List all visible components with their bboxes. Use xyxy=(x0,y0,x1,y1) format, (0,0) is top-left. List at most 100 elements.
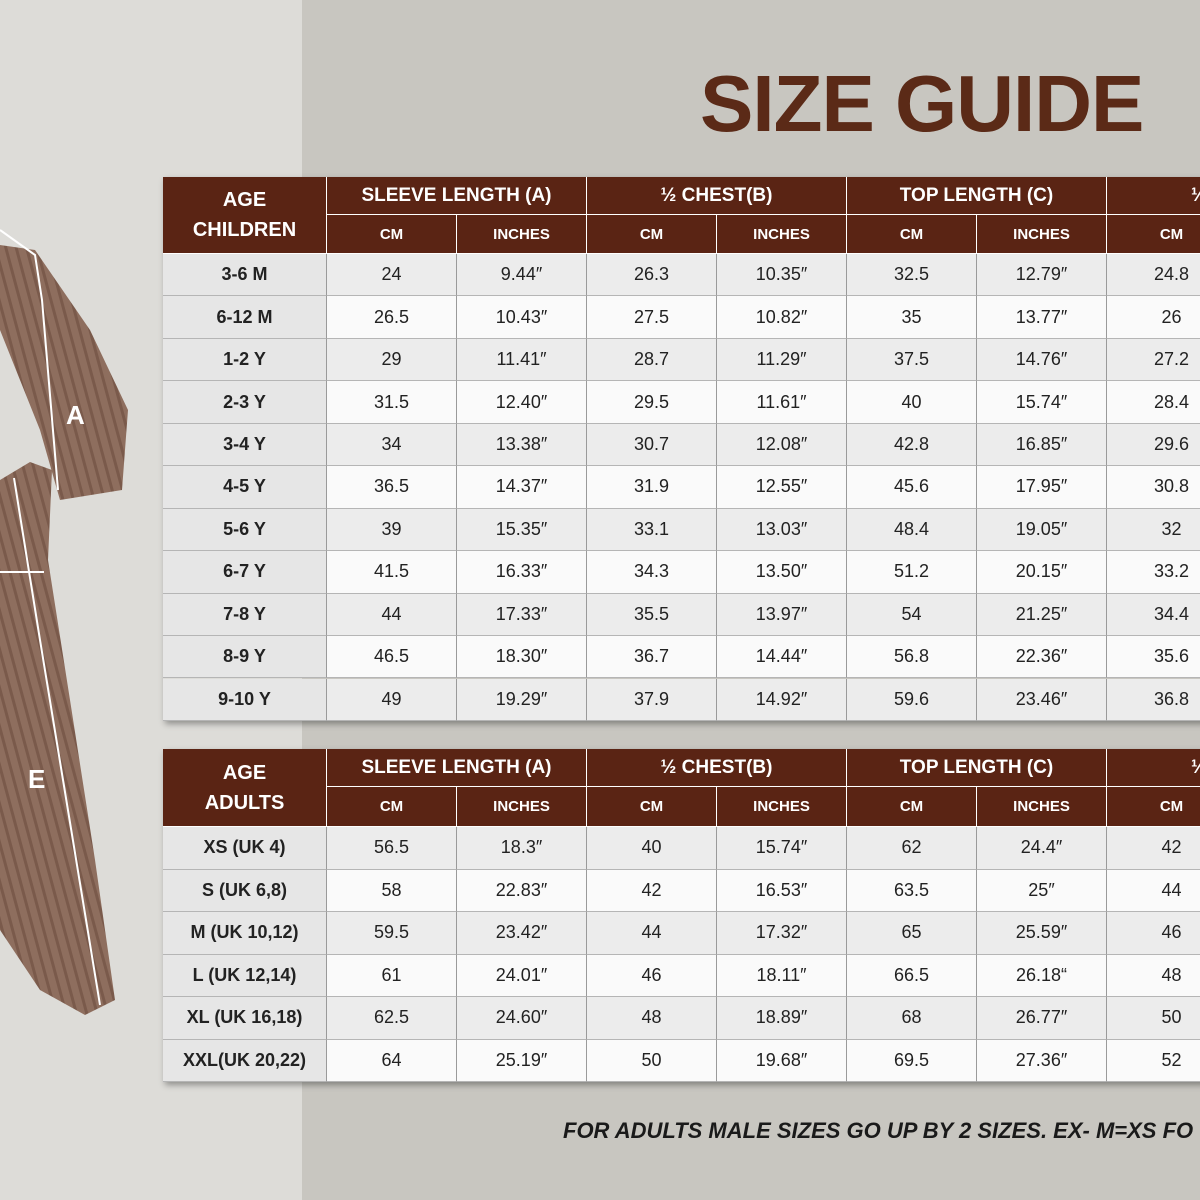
header-text: AGE xyxy=(222,189,267,211)
footnote: FOR ADULTS MALE SIZES GO UP BY 2 SIZES. … xyxy=(563,1118,1194,1143)
table-cell: 14.37″ xyxy=(457,466,587,509)
table-cell: 27.2 xyxy=(1107,338,1200,382)
table-cell: 54 xyxy=(847,593,977,637)
measure-line xyxy=(0,229,59,491)
table-cell: 32 xyxy=(1107,508,1200,552)
table-cell: 15.74″ xyxy=(977,381,1107,424)
table-cell: 19.68″ xyxy=(717,1039,847,1082)
header-cell: AGE ADULTS xyxy=(163,749,327,827)
table-cell: 12.79″ xyxy=(977,254,1107,297)
pant-leg xyxy=(0,462,115,1015)
garment-illustration: A E xyxy=(0,229,128,1015)
table-cell: 46 xyxy=(587,954,717,997)
group-header: TOP LENGTH (C) xyxy=(847,749,1107,787)
table-cell: 17.95″ xyxy=(977,466,1107,509)
table-cell: 15.74″ xyxy=(717,827,847,870)
table-cell: 58 xyxy=(327,869,457,912)
table-cell: 52 xyxy=(1107,1039,1200,1082)
table-cell: 17.33″ xyxy=(457,593,587,637)
table-cell: 24 xyxy=(327,254,457,297)
unit-header: CM xyxy=(327,215,457,254)
group-header: ½ xyxy=(1107,177,1200,215)
table-cell: 19.29″ xyxy=(457,678,587,721)
table-cell: 51.2 xyxy=(847,551,977,594)
row-label: 8-9 Y xyxy=(163,636,327,679)
table-cell: 44 xyxy=(327,593,457,637)
table-cell: 16.33″ xyxy=(457,551,587,594)
table-cell: 14.76″ xyxy=(977,338,1107,382)
table-cell: 13.50″ xyxy=(717,551,847,594)
table-cell: 50 xyxy=(1107,997,1200,1040)
table-cell: 24.01″ xyxy=(457,954,587,997)
table-cell: 29.6 xyxy=(1107,423,1200,467)
row-label: 5-6 Y xyxy=(163,508,327,552)
table-cell: 15.35″ xyxy=(457,508,587,552)
table-cell: 29.5 xyxy=(587,381,717,424)
row-label: XL (UK 16,18) xyxy=(163,997,327,1040)
table-cell: 18.30″ xyxy=(457,636,587,679)
table-cell: 32.5 xyxy=(847,254,977,297)
table-cell: 27.36″ xyxy=(977,1039,1107,1082)
table-cell: 16.85″ xyxy=(977,423,1107,467)
table-cell: 61 xyxy=(327,954,457,997)
unit-header: CM xyxy=(327,787,457,827)
table-cell: 40 xyxy=(847,381,977,424)
table-cell: 18.11″ xyxy=(717,954,847,997)
header-text: CHILDREN xyxy=(192,219,297,241)
table-cell: 18.3″ xyxy=(457,827,587,870)
header-text: ADULTS xyxy=(204,791,285,814)
group-header: SLEEVE LENGTH (A) xyxy=(327,749,587,787)
title: SIZE GUIDE xyxy=(700,59,1144,148)
table-cell: 59.5 xyxy=(327,912,457,955)
row-label: S (UK 6,8) xyxy=(163,869,327,912)
table-cell: 42.8 xyxy=(847,423,977,467)
row-label: 4-5 Y xyxy=(163,466,327,509)
figure-label: E xyxy=(28,764,45,794)
table-cell: 25.59″ xyxy=(977,912,1107,955)
row-label: 9-10 Y xyxy=(163,678,327,721)
table-cell: 22.36″ xyxy=(977,636,1107,679)
table-cell: 14.44″ xyxy=(717,636,847,679)
group-header: ½ xyxy=(1107,749,1200,787)
table-cell: 62.5 xyxy=(327,997,457,1040)
table-cell: 34 xyxy=(327,423,457,467)
table-cell: 39 xyxy=(327,508,457,552)
table-cell: 48.4 xyxy=(847,508,977,552)
table-cell: 21.25″ xyxy=(977,593,1107,637)
table-cell: 12.55″ xyxy=(717,466,847,509)
table-cell: 37.5 xyxy=(847,338,977,382)
table-cell: 49 xyxy=(327,678,457,721)
table-cell: 25″ xyxy=(977,869,1107,912)
table-cell: 13.97″ xyxy=(717,593,847,637)
table-cell: 11.61″ xyxy=(717,381,847,424)
table-cell: 10.82″ xyxy=(717,296,847,339)
table-cell: 44 xyxy=(587,912,717,955)
table-cell: 62 xyxy=(847,827,977,870)
group-header: ½ CHEST(B) xyxy=(587,749,847,787)
row-label: L (UK 12,14) xyxy=(163,954,327,997)
table-cell: 29 xyxy=(327,338,457,382)
table-cell: 13.03″ xyxy=(717,508,847,552)
table-cell: 10.43″ xyxy=(457,296,587,339)
unit-header: CM xyxy=(1107,215,1200,254)
table-cell: 56.8 xyxy=(847,636,977,679)
size-table: AGE ADULTS SLEEVE LENGTH (A) ½ CHEST(B) TOP … xyxy=(163,749,1200,1082)
table-cell: 27.5 xyxy=(587,296,717,339)
table-cell: 12.08″ xyxy=(717,423,847,467)
table-cell: 26.5 xyxy=(327,296,457,339)
table-cell: 14.92″ xyxy=(717,678,847,721)
table-cell: 28.7 xyxy=(587,338,717,382)
unit-header: INCHES xyxy=(977,215,1107,254)
table-cell: 22.83″ xyxy=(457,869,587,912)
measure-line xyxy=(0,477,101,1006)
table-cell: 17.32″ xyxy=(717,912,847,955)
row-label: M (UK 10,12) xyxy=(163,912,327,955)
table-cell: 12.40″ xyxy=(457,381,587,424)
table-cell: 35.5 xyxy=(587,593,717,637)
table-cell: 31.9 xyxy=(587,466,717,509)
table-cell: 20.15″ xyxy=(977,551,1107,594)
row-label: 3-4 Y xyxy=(163,423,327,467)
unit-header: INCHES xyxy=(717,787,847,827)
row-label: XXL(UK 20,22) xyxy=(163,1039,327,1082)
